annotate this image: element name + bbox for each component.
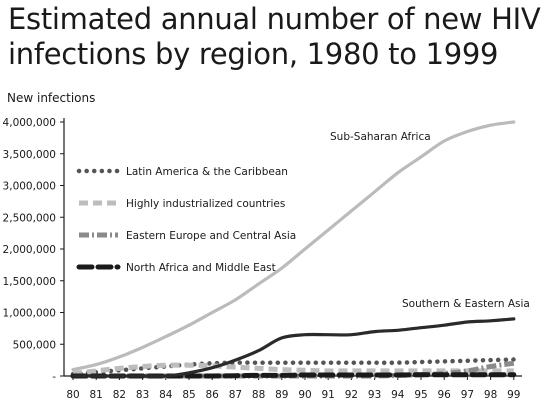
y-tick-label: 4,000,000 — [3, 117, 56, 129]
x-tick-label: 84 — [159, 389, 173, 401]
x-tick-label: 97 — [461, 389, 474, 401]
x-tick-label: 95 — [414, 389, 427, 401]
legend-label-eastern-europe-and-central-asia: Eastern Europe and Central Asia — [126, 230, 296, 242]
x-tick-label: 91 — [322, 389, 335, 401]
series-line-latin-america-and-the-caribbean — [70, 357, 517, 377]
x-tick-label: 94 — [391, 389, 405, 401]
legend-label-north-africa-and-middle-east: North Africa and Middle East — [126, 262, 276, 274]
y-axis-label: New infections — [7, 91, 96, 105]
chart-title: Estimated annual number of new HIV infec… — [8, 2, 541, 72]
x-tick-label: 83 — [136, 389, 149, 401]
x-tick-label: 80 — [66, 389, 79, 401]
x-tick-label: 99 — [507, 389, 520, 401]
x-tick-label: 96 — [438, 389, 452, 401]
x-tick-label: 89 — [275, 389, 288, 401]
line-label-sub-saharan-africa: Sub-Saharan Africa — [330, 131, 431, 143]
chart-title-line-1: Estimated annual number of new HIV — [8, 2, 541, 36]
legend-label-highly-industrialized-countries: Highly industrialized countries — [126, 198, 285, 210]
y-tick-label: 3,500,000 — [3, 149, 56, 161]
y-tick-label: 1,500,000 — [3, 276, 56, 288]
series-line-sub-saharan-africa — [71, 120, 516, 372]
legend-label-latin-america-and-the-caribbean: Latin America & the Caribbean — [126, 166, 288, 178]
y-tick-label: 2,500,000 — [3, 212, 56, 224]
line-label-southern-and-eastern-asia: Southern & Eastern Asia — [402, 298, 530, 310]
y-tick-label: 3,000,000 — [3, 181, 56, 193]
y-tick-label: 500,000 — [13, 339, 56, 351]
x-tick-label: 82 — [113, 389, 126, 401]
chart-title-line-2: infections by region, 1980 to 1999 — [8, 37, 499, 71]
x-tick-label: 85 — [182, 389, 195, 401]
y-tick-label: 1,000,000 — [3, 308, 56, 320]
x-tick-label: 86 — [206, 389, 220, 401]
y-tick-label: 2,000,000 — [3, 244, 56, 256]
x-tick-label: 81 — [90, 389, 103, 401]
x-tick-label: 90 — [298, 389, 311, 401]
series-line-highly-industrialized-countries — [72, 362, 514, 376]
series-line-southern-and-eastern-asia — [71, 317, 516, 378]
y-tick-label: - — [52, 371, 56, 383]
x-tick-label: 98 — [484, 389, 497, 401]
x-tick-label: 92 — [345, 389, 358, 401]
x-tick-label: 88 — [252, 389, 265, 401]
x-tick-label: 93 — [368, 389, 381, 401]
x-tick-label: 87 — [229, 389, 242, 401]
